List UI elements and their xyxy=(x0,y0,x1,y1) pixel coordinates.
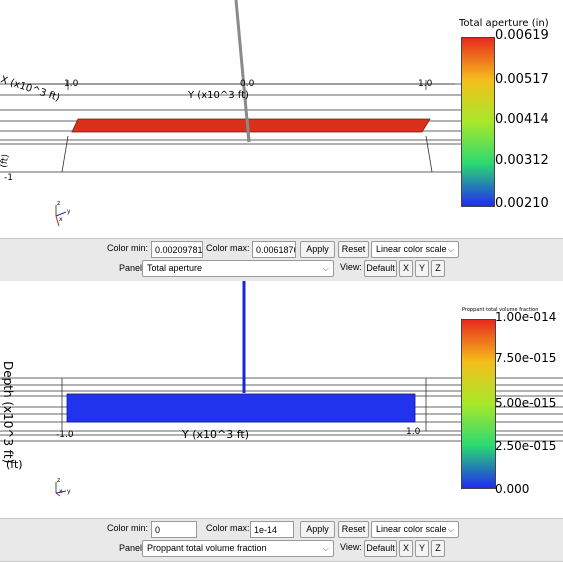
apply-button[interactable]: Apply xyxy=(300,521,335,538)
variable-select[interactable]: Total aperture ⌵ xyxy=(142,260,334,277)
svg-text:x: x xyxy=(59,216,63,223)
panel-2-controls: Color min: 0.002097816 Color max: 0.0061… xyxy=(0,238,563,282)
y-tick-mid: 0.0 xyxy=(240,79,255,89)
view-y-button[interactable]: Y xyxy=(415,260,429,277)
colorbar xyxy=(461,37,495,207)
color-min-input[interactable]: 0 xyxy=(151,521,197,538)
view-default-button[interactable]: Default xyxy=(364,540,397,557)
view-label: View: xyxy=(340,262,362,272)
color-max-label: Color max: xyxy=(206,523,250,533)
colorbar-tick: 2.50e-015 xyxy=(495,439,557,453)
render-panel-1[interactable]: Y (x10^3 ft) 1.0 0.0 1.0 X (x10^3 ft) (f… xyxy=(0,0,563,240)
color-min-input[interactable]: 0.002097816 xyxy=(151,241,203,258)
colorbar-tick: 0.000 xyxy=(495,482,530,496)
colorbar xyxy=(461,319,496,489)
color-scale-value: Linear color scale xyxy=(376,524,447,534)
wellbore-front xyxy=(245,117,251,143)
y-axis-label: Y (x10^3 ft) xyxy=(181,428,249,441)
color-max-input[interactable]: 1e-14 xyxy=(250,521,294,538)
reset-button[interactable]: Reset xyxy=(338,521,369,538)
view-y-button[interactable]: Y xyxy=(415,540,429,557)
z-axis-label: (ft) xyxy=(0,153,11,168)
axis-frame xyxy=(61,378,427,431)
depth-unit-label: (ft) xyxy=(6,458,23,471)
x-axis-label: X (x10^3 ft) xyxy=(0,74,61,104)
panel-label: Panel 2 xyxy=(119,263,150,273)
svg-text:x: x xyxy=(59,488,63,495)
color-min-label: Color min: xyxy=(107,243,149,253)
colorbar-title: Proppant total volume fraction xyxy=(462,307,539,313)
y-tick-right: 1.0 xyxy=(406,427,421,437)
orientation-triad: z y x xyxy=(55,200,71,227)
z-tick: -1 xyxy=(4,173,13,183)
colorbar-tick: 0.00414 xyxy=(495,112,549,127)
panel-label: Panel 4 xyxy=(119,543,150,553)
color-max-input[interactable]: 0.0061876 xyxy=(252,241,296,258)
colorbar-tick: 0.00517 xyxy=(495,72,549,87)
chevron-down-icon: ⌵ xyxy=(447,525,454,534)
depth-axis-label: Depth (x10^3 ft) xyxy=(1,361,15,463)
y-tick-right: 1.0 xyxy=(418,79,433,89)
variable-value: Proppant total volume fraction xyxy=(147,543,267,553)
svg-text:y: y xyxy=(67,488,71,495)
y-axis-label: Y (x10^3 ft) xyxy=(187,90,249,101)
colorbar-tick: 1.00e-014 xyxy=(495,310,557,324)
fracture-plane xyxy=(71,118,431,133)
render-panel-2[interactable]: Y (x10^3 ft) -1.0 1.0 Depth (x10^3 ft) (… xyxy=(0,281,563,518)
view-default-button[interactable]: Default xyxy=(364,260,397,277)
view-label: View: xyxy=(340,542,362,552)
variable-select[interactable]: Proppant total volume fraction ⌵ xyxy=(142,540,334,557)
viewport-3d-aperture[interactable]: Y (x10^3 ft) 1.0 0.0 1.0 X (x10^3 ft) (f… xyxy=(0,0,563,240)
chevron-down-icon: ⌵ xyxy=(322,544,329,553)
color-scale-select[interactable]: Linear color scale ⌵ xyxy=(371,521,459,538)
view-z-button[interactable]: Z xyxy=(431,540,445,557)
panel-4-controls: Color min: 0 Color max: 1e-14 Apply Rese… xyxy=(0,518,563,562)
y-tick-left: 1.0 xyxy=(64,79,79,89)
chevron-down-icon: ⌵ xyxy=(322,264,329,273)
colorbar-tick: 5.00e-015 xyxy=(495,396,557,410)
color-min-label: Color min: xyxy=(107,523,149,533)
y-tick-left: -1.0 xyxy=(56,430,74,440)
viewport-3d-proppant[interactable]: Y (x10^3 ft) -1.0 1.0 Depth (x10^3 ft) (… xyxy=(0,281,563,518)
variable-value: Total aperture xyxy=(147,263,203,273)
colorbar-tick: 0.00210 xyxy=(495,196,549,211)
apply-button[interactable]: Apply xyxy=(300,241,335,258)
colorbar-tick: 0.00619 xyxy=(495,28,549,43)
svg-text:z: z xyxy=(57,477,60,484)
view-x-button[interactable]: X xyxy=(399,260,413,277)
color-scale-value: Linear color scale xyxy=(376,244,447,254)
colorbar-tick: 7.50e-015 xyxy=(495,351,557,365)
chevron-down-icon: ⌵ xyxy=(447,245,454,254)
reset-button[interactable]: Reset xyxy=(338,241,369,258)
svg-text:y: y xyxy=(67,208,71,215)
color-scale-select[interactable]: Linear color scale ⌵ xyxy=(371,241,459,258)
view-x-button[interactable]: X xyxy=(399,540,413,557)
color-max-label: Color max: xyxy=(206,243,250,253)
colorbar-tick: 0.00312 xyxy=(495,153,549,168)
fracture-plane xyxy=(66,393,416,423)
view-z-button[interactable]: Z xyxy=(431,260,445,277)
svg-text:z: z xyxy=(57,200,60,207)
colorbar-title: Total aperture (in) xyxy=(459,18,549,29)
orientation-triad: z y x xyxy=(55,477,71,497)
